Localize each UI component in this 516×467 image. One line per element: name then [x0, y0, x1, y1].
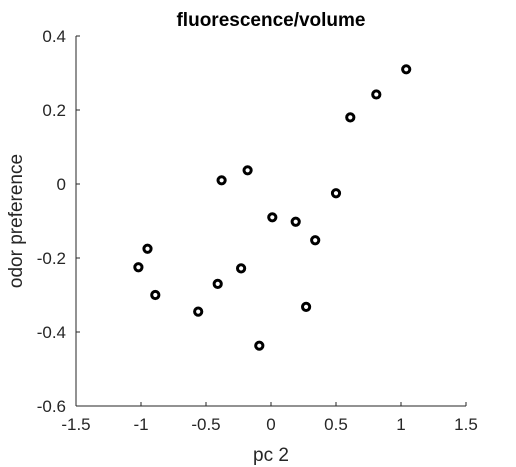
data-point — [193, 306, 204, 317]
data-point — [212, 278, 223, 289]
y-tick-label: -0.2 — [37, 249, 66, 268]
data-point — [301, 301, 312, 312]
data-point — [345, 112, 356, 123]
x-tick-label: -1 — [133, 415, 148, 434]
data-point — [290, 216, 301, 227]
x-tick-label: -0.5 — [191, 415, 220, 434]
y-tick-label: 0.2 — [42, 101, 66, 120]
y-tick-label: 0.4 — [42, 27, 66, 46]
data-point — [330, 188, 342, 199]
data-point — [371, 89, 382, 100]
data-point — [254, 340, 265, 351]
data-point — [142, 243, 153, 254]
x-tick-label: 1 — [396, 415, 405, 434]
data-point — [236, 263, 247, 274]
data-point — [310, 235, 321, 246]
y-tick-label: 0 — [57, 175, 66, 194]
x-axis-ticks: -1.5 -1 -0.5 0 0.5 1 1.5 — [61, 402, 478, 434]
data-points — [133, 64, 412, 351]
data-point — [133, 262, 144, 273]
x-axis-label: pc 2 — [253, 445, 289, 466]
x-tick-label: 0.5 — [324, 415, 348, 434]
y-axis-label: odor preference — [6, 154, 27, 288]
chart-title: fluorescence/volume — [176, 10, 365, 31]
x-tick-label: 0 — [266, 415, 275, 434]
data-point — [150, 289, 161, 301]
y-axis-ticks: -0.6 -0.4 -0.2 0 0.2 0.4 — [37, 27, 80, 416]
data-point — [401, 64, 412, 75]
y-tick-label: -0.4 — [37, 323, 66, 342]
x-tick-label: 1.5 — [454, 415, 478, 434]
data-point — [216, 175, 227, 186]
y-tick-label: -0.6 — [37, 397, 66, 416]
data-point — [242, 165, 253, 176]
data-point — [267, 212, 278, 223]
x-tick-label: -1.5 — [61, 415, 90, 434]
